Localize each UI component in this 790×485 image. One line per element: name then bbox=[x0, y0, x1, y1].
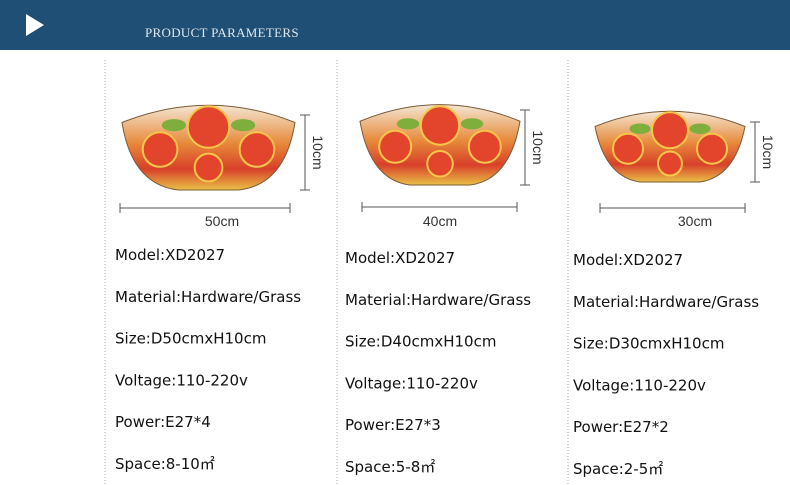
header-arrow bbox=[26, 14, 44, 36]
spec-line: Model:XD2027 bbox=[345, 249, 455, 267]
lamp-flower bbox=[696, 132, 728, 165]
spec-line: Size:D50cmxH10cm bbox=[115, 330, 266, 348]
header-bar bbox=[0, 0, 790, 50]
lamp-leaf bbox=[629, 123, 651, 134]
lamp-flower bbox=[193, 152, 224, 183]
lamp-leaf bbox=[460, 118, 484, 130]
lamp-leaf bbox=[230, 119, 256, 132]
lamp-flower bbox=[657, 150, 683, 177]
spec-line: Voltage:110-220v bbox=[573, 376, 706, 394]
spec-line: Power:E27*2 bbox=[573, 418, 669, 436]
height-label: 10cm bbox=[530, 130, 546, 164]
lamp-flower bbox=[238, 131, 276, 168]
width-label: 30cm bbox=[678, 213, 712, 229]
product-column: 10cm 50cm Model:XD2027 Material:Hardware/Gr… bbox=[104, 60, 326, 485]
spec-line: Space:2-5㎡ bbox=[573, 460, 663, 478]
header-title: PRODUCT PARAMETERS bbox=[145, 25, 299, 40]
spec-line: Material:Hardware/Grass bbox=[345, 291, 531, 309]
spec-line: Power:E27*3 bbox=[345, 416, 441, 434]
spec-line: Model:XD2027 bbox=[573, 251, 683, 269]
spec-line: Size:D40cmxH10cm bbox=[345, 333, 496, 351]
lamp-flower bbox=[378, 129, 413, 164]
spec-line: Voltage:110-220v bbox=[345, 374, 478, 392]
height-label: 10cm bbox=[310, 135, 326, 169]
spec-line: Voltage:110-220v bbox=[115, 371, 248, 389]
product-column: 10cm 30cm Model:XD2027 Material:Hardware/Gr… bbox=[567, 60, 776, 485]
spec-line: Material:Hardware/Grass bbox=[573, 293, 759, 311]
lamp-flower bbox=[612, 132, 644, 165]
spec-line: Size:D30cmxH10cm bbox=[573, 335, 724, 353]
spec-line: Model:XD2027 bbox=[115, 246, 225, 264]
lamp-leaf bbox=[396, 118, 420, 130]
product-column: 10cm 40cm Model:XD2027 Material:Hardware/Gr… bbox=[336, 60, 546, 485]
lamp-leaf bbox=[689, 123, 711, 134]
lamp-flower bbox=[141, 131, 179, 168]
lamp-leaf bbox=[161, 119, 187, 132]
spec-line: Material:Hardware/Grass bbox=[115, 288, 301, 306]
width-label: 50cm bbox=[205, 213, 239, 229]
lamp-flower bbox=[419, 105, 461, 146]
height-label: 10cm bbox=[760, 135, 776, 169]
lamp-flower bbox=[467, 129, 502, 164]
lamp-flower bbox=[651, 111, 689, 150]
spec-line: Space:5-8㎡ bbox=[345, 458, 435, 476]
spec-line: Power:E27*4 bbox=[115, 413, 211, 431]
width-label: 40cm bbox=[423, 213, 457, 229]
spec-line: Space:8-10㎡ bbox=[115, 455, 215, 473]
lamp-flower bbox=[426, 149, 454, 178]
lamp-flower bbox=[186, 105, 231, 149]
